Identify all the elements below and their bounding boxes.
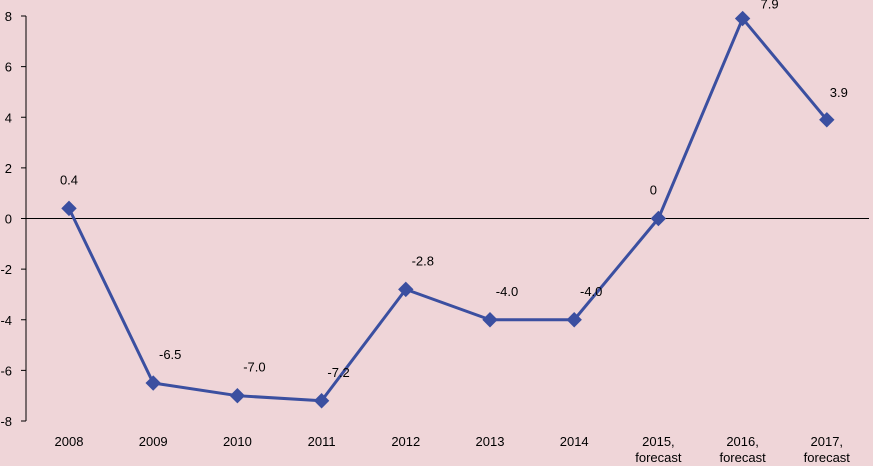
x-tick-label: 2009: [139, 434, 168, 449]
data-label: -4.0: [580, 284, 602, 299]
x-tick-label: 2010: [223, 434, 252, 449]
y-tick-label: -6: [0, 363, 12, 378]
y-tick-label: 6: [5, 60, 12, 75]
data-point-marker: [482, 312, 498, 328]
x-tick-label: 2015, forecast: [635, 434, 682, 465]
x-tick-label: 2008: [55, 434, 84, 449]
x-tick-label: 2013: [476, 434, 505, 449]
y-axis: 8 6 4 2 0 -2 -4 -6 -8: [0, 9, 27, 429]
data-label: 0.4: [60, 172, 78, 187]
data-label: -7.0: [243, 360, 265, 375]
data-point-marker: [229, 387, 246, 404]
data-point-marker: [145, 375, 161, 391]
data-label: -2.8: [412, 253, 434, 268]
data-point-marker: [313, 393, 330, 409]
data-label: 3.9: [830, 85, 848, 100]
data-label: -6.5: [159, 347, 181, 362]
data-point-marker: [61, 200, 77, 217]
x-axis: 2008 2009 2010 2011 2012 2013 2014 2015, forecas…: [26, 218, 869, 465]
data-point-marker: [734, 10, 751, 27]
data-label: -7.2: [327, 365, 349, 380]
data-point-marker: [566, 312, 582, 328]
x-tick-label: 2016, forecast: [719, 434, 766, 465]
y-tick-label: -4: [0, 313, 12, 328]
y-tick-label: 2: [5, 161, 12, 176]
x-tick-label: 2012: [391, 434, 420, 449]
y-tick-label: 8: [5, 9, 12, 24]
series: [61, 10, 835, 409]
data-label: 7.9: [761, 0, 779, 12]
y-tick-label: 4: [5, 110, 12, 125]
y-tick-label: -2: [0, 262, 12, 277]
y-tick-label: 0: [5, 212, 12, 227]
data-point-marker: [398, 281, 414, 298]
data-point-marker: [650, 210, 667, 227]
data-label: 0: [650, 183, 657, 198]
series-line: [67, 17, 828, 403]
data-labels: 0.4 -6.5 -7.0 -7.2 -2.8 -4.0 -4.0 0 7.9 3.9: [60, 0, 848, 380]
y-tick-label: -8: [0, 414, 12, 429]
x-tick-label: 2011: [308, 434, 336, 449]
data-point-marker: [819, 112, 835, 128]
x-tick-label: 2014: [560, 434, 589, 449]
data-label: -4.0: [496, 284, 518, 299]
x-tick-label: 2017, forecast: [804, 434, 851, 465]
